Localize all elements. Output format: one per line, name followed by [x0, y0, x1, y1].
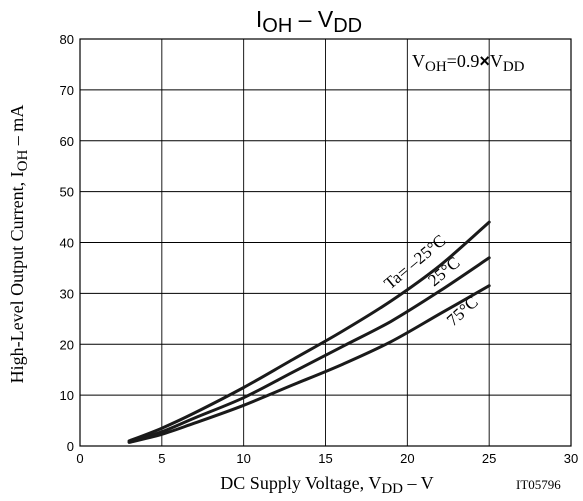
x-tick-label: 30 — [564, 451, 578, 466]
xlabel-text: DC Supply Voltage, V — [220, 473, 381, 493]
y-tick-label: 20 — [60, 337, 74, 352]
title-main2: V — [318, 6, 334, 32]
y-tick-label: 60 — [60, 134, 74, 149]
ylabel-text: High-Level Output Current, I — [7, 171, 27, 383]
condition-pre: V — [412, 51, 425, 71]
series-line-2 — [127, 284, 491, 444]
series-line-1 — [127, 256, 491, 444]
condition-pre2: V — [490, 51, 503, 71]
condition-sub: OH — [425, 59, 447, 75]
xlabel-sub: DD — [381, 481, 403, 497]
series-line-0 — [127, 220, 491, 443]
x-tick-label: 20 — [400, 451, 414, 466]
xlabel-unit: – V — [403, 473, 434, 493]
y-tick-label: 70 — [60, 83, 74, 98]
ylabel-unit: – mA — [7, 105, 27, 150]
title-sub: OH — [262, 15, 292, 37]
x-tick-label: 5 — [158, 451, 165, 466]
plot-frame — [79, 38, 572, 447]
y-tick-label: 30 — [60, 286, 74, 301]
x-tick-labels: 0 5 10 15 20 25 30 — [76, 451, 578, 466]
condition-text: =0.9 — [447, 51, 480, 71]
condition-sub2: DD — [503, 59, 525, 75]
condition-label: VOH=0.9×VDD — [412, 51, 525, 75]
y-axis-label: High-Level Output Current, IOH – mA — [7, 105, 31, 384]
x-axis-label: DC Supply Voltage, VDD – V — [220, 473, 433, 497]
y-tick-label: 50 — [60, 185, 74, 200]
title-sep: – — [292, 6, 318, 32]
y-tick-label: 40 — [60, 236, 74, 251]
figure-id: IT05796 — [516, 477, 561, 492]
title-sub2: DD — [333, 15, 362, 37]
x-tick-label: 15 — [318, 451, 332, 466]
ylabel-sub: OH — [15, 150, 31, 172]
y-tick-label: 10 — [60, 388, 74, 403]
title-main: I — [256, 6, 262, 32]
grid-lines — [80, 39, 571, 446]
condition-mult: × — [479, 51, 490, 71]
y-tick-label: 0 — [67, 439, 74, 454]
x-tick-label: 0 — [76, 451, 83, 466]
y-tick-label: 80 — [60, 32, 74, 47]
series-label-75: 75°C — [443, 292, 482, 330]
x-tick-label: 10 — [236, 451, 250, 466]
y-tick-labels: 0 10 20 30 40 50 60 70 80 — [60, 32, 74, 454]
x-tick-label: 25 — [482, 451, 496, 466]
chart-title: IOH – VDD — [256, 6, 362, 37]
curves — [127, 220, 491, 444]
